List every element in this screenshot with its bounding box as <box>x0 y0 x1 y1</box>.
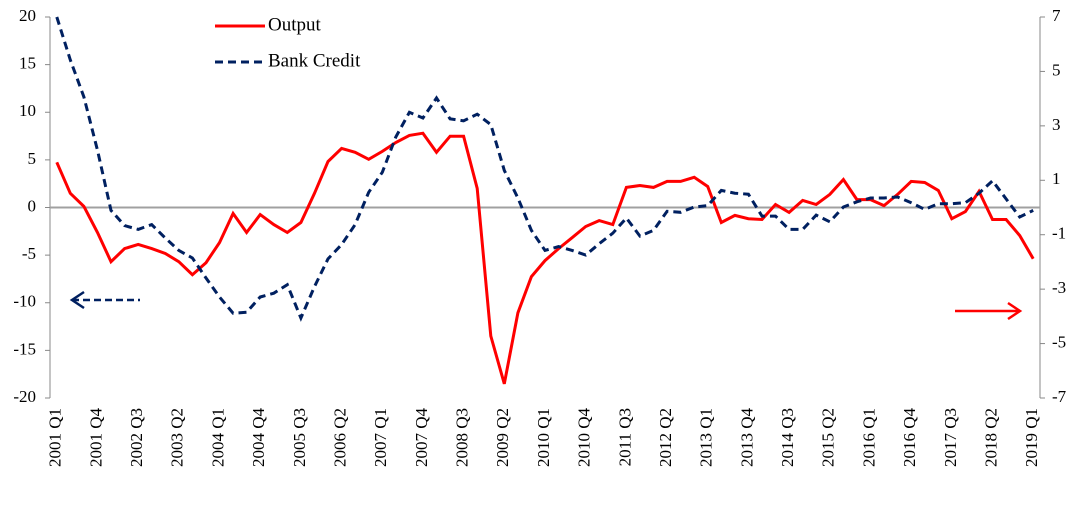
y2-tick-label: -5 <box>1052 332 1066 351</box>
x-tick-label: 2007 Q1 <box>371 408 390 467</box>
y2-tick-label: -3 <box>1052 278 1066 297</box>
y2-tick-label: 5 <box>1052 60 1061 79</box>
x-tick-label: 2004 Q1 <box>208 408 227 467</box>
x-tick-label: 2018 Q2 <box>981 408 1000 467</box>
x-tick-label: 2005 Q3 <box>290 408 309 467</box>
legend-label: Output <box>268 14 322 35</box>
x-tick-label: 2010 Q1 <box>534 408 553 467</box>
x-tick-label: 2003 Q2 <box>168 408 187 467</box>
x-tick-label: 2006 Q2 <box>330 408 349 467</box>
y2-tick-label: 1 <box>1052 169 1061 188</box>
y-tick-label: 15 <box>19 54 36 73</box>
x-tick-label: 2013 Q4 <box>737 408 756 468</box>
x-tick-label: 2015 Q2 <box>819 408 838 467</box>
y2-tick-label: -7 <box>1052 387 1067 406</box>
y2-tick-label: 7 <box>1052 6 1061 25</box>
y-tick-label: -20 <box>13 387 36 406</box>
x-tick-label: 2016 Q4 <box>900 408 919 468</box>
y-tick-label: -5 <box>22 244 36 263</box>
series-line <box>55 16 1034 322</box>
y-tick-label: 10 <box>19 101 36 120</box>
y-tick-label: -15 <box>13 339 36 358</box>
x-tick-label: 2001 Q1 <box>46 408 65 467</box>
x-tick-label: 2014 Q3 <box>778 408 797 467</box>
series-line <box>55 131 1035 385</box>
x-tick-label: 2012 Q2 <box>656 408 675 467</box>
x-tick-label: 2011 Q3 <box>615 408 634 466</box>
y-tick-label: -10 <box>13 292 36 311</box>
x-tick-label: 2019 Q1 <box>1022 408 1041 467</box>
y-tick-label: 20 <box>19 6 36 25</box>
left-arrow-head <box>69 290 85 310</box>
y-tick-label: 0 <box>28 196 37 215</box>
x-tick-label: 2016 Q1 <box>859 408 878 467</box>
x-tick-label: 2002 Q3 <box>127 408 146 467</box>
right-arrow-head <box>1007 301 1023 321</box>
x-tick-label: 2010 Q4 <box>575 408 594 468</box>
x-tick-label: 2001 Q4 <box>86 408 105 468</box>
y2-tick-label: -1 <box>1052 224 1066 243</box>
y2-tick-label: 3 <box>1052 115 1061 134</box>
x-tick-label: 2013 Q1 <box>697 408 716 467</box>
x-tick-label: 2017 Q3 <box>941 408 960 467</box>
y-tick-label: 5 <box>28 149 37 168</box>
x-tick-label: 2009 Q2 <box>493 408 512 467</box>
x-tick-label: 2007 Q4 <box>412 408 431 468</box>
x-tick-label: 2008 Q3 <box>453 408 472 467</box>
legend-label: Bank Credit <box>268 50 361 71</box>
x-tick-label: 2004 Q4 <box>249 408 268 468</box>
